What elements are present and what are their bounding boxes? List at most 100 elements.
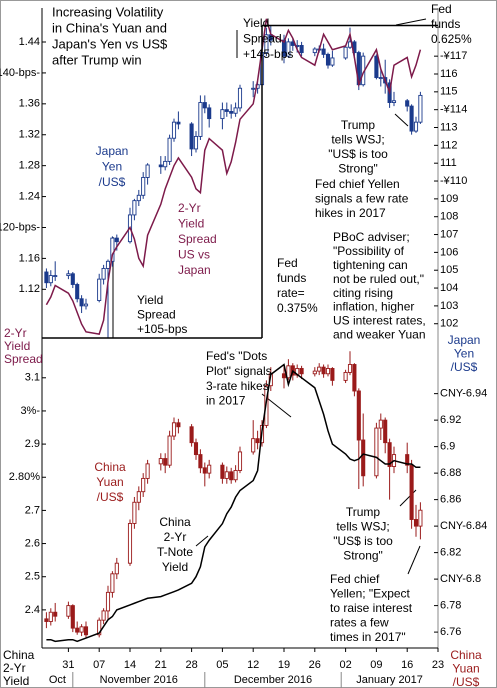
y2-tick-label: 6.88 xyxy=(440,467,461,479)
y2-tick-label: 102 xyxy=(440,318,458,330)
annotation: +105-bps xyxy=(137,322,187,336)
candle-body xyxy=(79,626,84,633)
y-tick-label: 1.12 xyxy=(19,283,40,295)
y2-axis-label: /US$ xyxy=(453,675,480,688)
annotation: tells WSJ; xyxy=(331,133,384,147)
candle-body xyxy=(132,501,137,524)
candle-body xyxy=(405,454,410,466)
candle-body xyxy=(66,605,71,617)
y-tick-label: 2.80% xyxy=(9,471,40,483)
candle-body xyxy=(229,111,234,114)
chart-title: in China's Yuan and xyxy=(52,20,167,35)
candle-body xyxy=(220,109,225,120)
annotation: Fed chief Yellen xyxy=(315,177,400,191)
x-tick-label: 23 xyxy=(432,659,444,671)
annotation: PBoC adviser; xyxy=(333,230,410,244)
y2-tick-label: 113 xyxy=(440,121,458,133)
x-tick-label: 12 xyxy=(247,659,259,671)
month-label: January 2017 xyxy=(356,674,423,686)
month-label: December 2016 xyxy=(234,674,312,686)
y-tick-label: 1.36 xyxy=(19,98,40,110)
annotation: Yield xyxy=(137,293,163,307)
candle-body xyxy=(101,267,106,280)
candle-body xyxy=(264,34,269,54)
annotation: 0.375% xyxy=(277,301,318,315)
candle-body xyxy=(132,200,137,216)
candle-body xyxy=(325,53,331,66)
candle-body xyxy=(101,610,106,621)
candle-body xyxy=(207,464,212,474)
y2-tick-label: 108 xyxy=(440,211,458,223)
annotation: funds xyxy=(431,17,460,31)
candle-body xyxy=(171,422,177,437)
candle-body xyxy=(374,55,379,79)
candle-body xyxy=(171,121,177,139)
y2-tick-label: -¥114 xyxy=(440,104,467,116)
candle-body xyxy=(189,426,194,444)
x-tick-label: 02 xyxy=(339,659,351,671)
candle-body xyxy=(312,48,317,54)
x-tick-label: 14 xyxy=(124,659,136,671)
candle-body xyxy=(418,509,423,527)
candle-body xyxy=(44,618,49,622)
candle-body xyxy=(255,438,260,444)
series-label: China xyxy=(94,460,126,474)
x-tick-label: 07 xyxy=(93,659,105,671)
candle-body xyxy=(286,41,291,57)
candle-body xyxy=(66,273,71,277)
candle-body xyxy=(97,619,102,636)
series-line xyxy=(46,363,421,643)
y-tick-label: 1.16 xyxy=(19,252,40,264)
y-tick-label: 2.6 xyxy=(25,537,40,549)
y-tick-label: 2.5 xyxy=(25,571,40,583)
candle-body xyxy=(176,121,181,125)
series-label: Yen xyxy=(102,160,122,174)
candle-body xyxy=(352,364,357,392)
candle-body xyxy=(193,135,199,150)
y2-axis-label: China xyxy=(450,648,482,662)
x-tick-label: 21 xyxy=(155,659,167,671)
pointer xyxy=(195,535,209,547)
x-tick-label: 31 xyxy=(62,659,74,671)
candle-body xyxy=(163,458,168,466)
y2-tick-label: -¥117 xyxy=(440,50,467,62)
candle-body xyxy=(110,573,115,593)
candle-body xyxy=(378,77,383,80)
candle-body xyxy=(48,275,53,284)
candle-body xyxy=(141,477,146,493)
candle-body xyxy=(224,109,229,112)
y-axis-label: Yield xyxy=(4,339,30,353)
candle-body xyxy=(48,611,53,622)
candle-body xyxy=(53,611,58,617)
candle-body xyxy=(114,562,119,575)
candle-body xyxy=(330,57,335,66)
y2-tick-label: 6.92 xyxy=(440,414,461,426)
y2-tick-label: 103 xyxy=(440,300,458,312)
y2-tick-label: CNY-6.94 xyxy=(440,388,487,400)
annotation: times in 2017" xyxy=(330,630,406,644)
candle-body xyxy=(158,164,163,168)
annotation: tightening can xyxy=(333,258,408,272)
y-tick-label: 1.32 xyxy=(19,129,40,141)
y-axis-label: Yield xyxy=(3,674,29,688)
candle-body xyxy=(114,237,119,243)
annotation: Fed chief xyxy=(330,572,380,586)
candle-body xyxy=(286,365,291,379)
candle-body xyxy=(136,194,141,202)
series-label: /US$ xyxy=(99,175,126,189)
candle-body xyxy=(198,102,203,137)
y-axis-label: 2-Yr xyxy=(3,661,26,675)
y2-tick-label: 6.86 xyxy=(440,494,461,506)
candle-body xyxy=(136,491,141,503)
y-axis-label: 2-Yr xyxy=(4,326,27,340)
y2-tick-label: 107 xyxy=(440,228,458,240)
y2-tick-label: -¥110 xyxy=(440,175,467,187)
candle-body xyxy=(391,100,397,103)
x-tick-label: 16 xyxy=(401,659,413,671)
series-label: Japan xyxy=(178,263,211,277)
candle-body xyxy=(317,366,322,372)
annotation: in 2017 xyxy=(206,394,246,408)
series-label: Yield xyxy=(162,560,188,574)
